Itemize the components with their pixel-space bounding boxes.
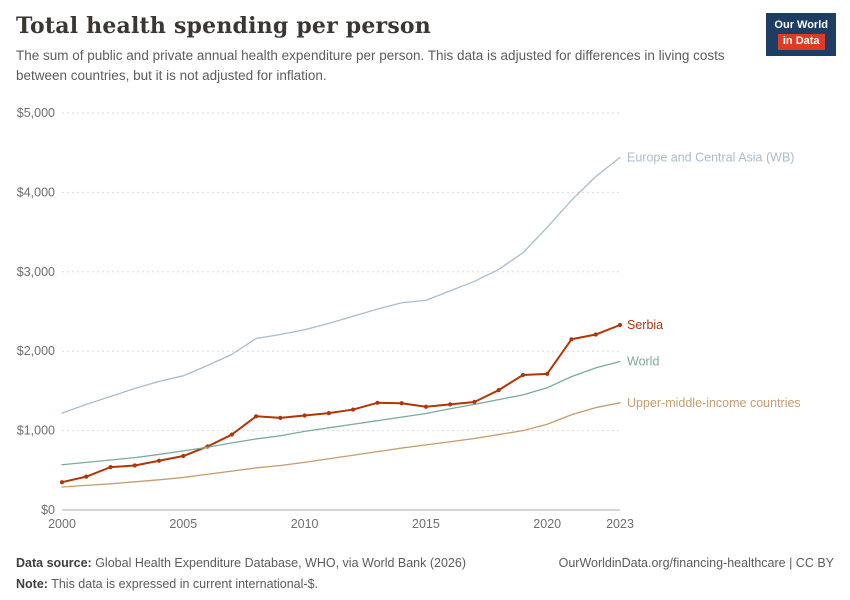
x-axis-tick-label: 2015 [412, 517, 440, 531]
data-source-line: Data source: Global Health Expenditure D… [16, 553, 466, 574]
series-marker-serbia [108, 465, 113, 470]
y-axis-tick-label: $5,000 [17, 106, 55, 120]
chart-footer: Data source: Global Health Expenditure D… [0, 545, 850, 594]
series-marker-serbia [520, 372, 526, 378]
series-marker-serbia [326, 411, 331, 416]
y-axis-tick-label: $1,000 [17, 424, 55, 438]
note-line: Note: This data is expressed in current … [16, 574, 466, 595]
x-axis-tick-label: 2010 [291, 517, 319, 531]
series-marker-serbia [302, 413, 307, 418]
series-marker-serbia [253, 414, 259, 419]
series-label-serbia: Serbia [627, 318, 663, 332]
owid-logo-line2: in Data [777, 34, 825, 51]
data-source-label: Data source: [16, 556, 92, 570]
series-marker-serbia [375, 400, 380, 405]
y-axis-tick-label: $3,000 [17, 265, 55, 279]
series-marker-serbia [496, 388, 501, 393]
chart-subtitle: The sum of public and private annual hea… [16, 48, 725, 83]
series-line-serbia [61, 323, 621, 484]
series-marker-serbia [59, 480, 65, 485]
series-marker-serbia [423, 404, 429, 409]
series-marker-serbia [181, 453, 186, 459]
chart-title: Total health spending per person [16, 13, 431, 39]
series-marker-serbia [593, 332, 598, 337]
owid-logo[interactable]: Our World in Data [766, 13, 836, 57]
series-marker-serbia [617, 322, 623, 328]
plot-area: $0 $1,000 $2,000 $3,000 $4,000 $5,000 2000 2005… [0, 100, 850, 545]
series-line-world [61, 360, 621, 466]
series-marker-serbia [448, 402, 453, 407]
y-axis-tick-label: $2,000 [17, 344, 55, 358]
owid-logo-line1: Our World [774, 19, 828, 31]
series-marker-serbia [351, 407, 356, 412]
title-block: Total health spending per person The sum… [16, 13, 726, 85]
series-label-upper-middle-income-countries: Upper-middle-income countries [627, 396, 801, 410]
line-chart-svg: $0 $1,000 $2,000 $3,000 $4,000 $5,000 2000 2005… [17, 106, 801, 531]
series-marker-serbia [569, 337, 574, 342]
y-axis-tick-label: $4,000 [17, 185, 55, 199]
footer-link[interactable]: OurWorldinData.org/financing-healthcare … [558, 556, 834, 570]
series-marker-serbia [132, 463, 137, 468]
x-axis-tick-label: 2005 [169, 517, 197, 531]
footer-left: Data source: Global Health Expenditure D… [16, 553, 466, 594]
x-axis-tick-label: 2023 [606, 517, 634, 531]
series-label-world: World [627, 355, 659, 369]
note-label: Note: [16, 576, 48, 591]
x-axis-tick-label: 2000 [48, 517, 76, 531]
series-marker-serbia [278, 415, 283, 420]
series-marker-serbia [229, 432, 234, 437]
series-marker-serbia [545, 371, 550, 376]
series-label-europe-and-central-asia-wb: Europe and Central Asia (WB) [627, 150, 794, 164]
chart-header: Total health spending per person The sum… [0, 0, 850, 100]
series-marker-serbia [399, 401, 404, 406]
y-axis-tick-label: $0 [41, 503, 55, 517]
series-line-europe-and-central-asia-wb [61, 156, 621, 414]
series-line-upper-middle-income-countries [61, 402, 621, 488]
series-marker-serbia [84, 474, 89, 479]
data-source-text: Global Health Expenditure Database, WHO,… [91, 556, 466, 570]
series-marker-serbia [156, 458, 162, 463]
series-marker-serbia [472, 399, 477, 405]
x-axis-tick-label: 2020 [533, 517, 561, 531]
note-text: This data is expressed in current intern… [47, 576, 319, 591]
